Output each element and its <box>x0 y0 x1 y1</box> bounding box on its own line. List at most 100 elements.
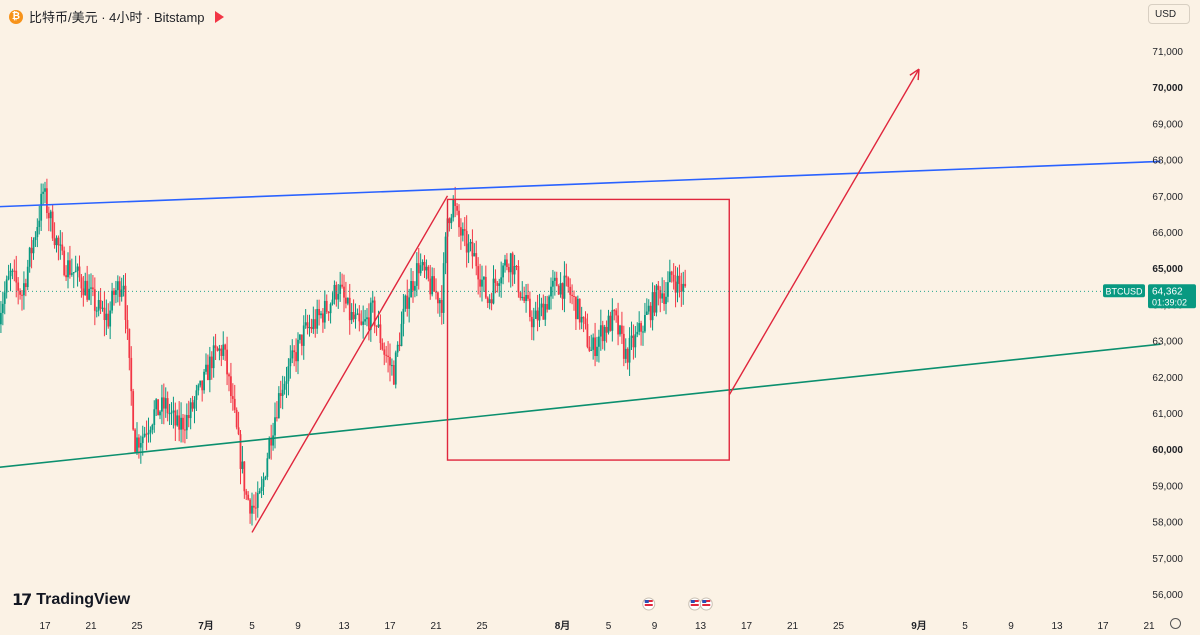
x-tick-label: 5 <box>962 621 968 632</box>
candle-body <box>322 313 324 323</box>
candle-body <box>375 325 378 327</box>
candle-body <box>392 365 395 385</box>
candle-body <box>178 415 181 430</box>
candle-body <box>611 310 614 331</box>
candle-body <box>546 304 549 310</box>
candle-body <box>433 276 435 292</box>
y-tick-label: 61,000 <box>1152 409 1183 420</box>
candle-body <box>193 399 196 409</box>
y-tick-label: 60,000 <box>1152 445 1183 456</box>
candle-body <box>427 266 430 279</box>
candle-body <box>542 303 545 320</box>
resistance-trendline[interactable] <box>0 160 1161 208</box>
x-tick-label: 17 <box>1097 621 1109 632</box>
candle-body <box>348 297 351 321</box>
rally-line[interactable] <box>251 195 449 533</box>
y-tick-label: 65,000 <box>1152 264 1183 275</box>
candle-body <box>383 349 386 355</box>
candle-body <box>588 346 591 351</box>
candle-body <box>431 276 434 295</box>
candle-body <box>15 270 18 283</box>
candle-body <box>377 324 380 327</box>
candle-body <box>517 266 520 293</box>
candle-body <box>465 230 468 253</box>
support-trendline[interactable] <box>0 343 1161 468</box>
candle-body <box>676 275 679 293</box>
candle-body <box>266 458 269 477</box>
candle-body <box>189 402 192 419</box>
candle-body <box>529 298 531 317</box>
candle-body <box>53 238 56 246</box>
candle-body <box>609 315 612 331</box>
candle-body <box>70 273 73 275</box>
candle-body <box>207 364 209 380</box>
candle-body <box>270 438 273 446</box>
candle-body <box>182 417 184 430</box>
candle-body <box>674 281 677 293</box>
candle-body <box>630 335 633 338</box>
candle-body <box>356 313 359 315</box>
candle-body <box>237 427 240 435</box>
candle-body <box>59 244 62 246</box>
event-markers <box>642 597 713 611</box>
candle-body <box>515 265 518 267</box>
candle-body <box>680 283 683 292</box>
candle-body <box>496 282 499 286</box>
candle-body <box>437 292 439 304</box>
currency-selector[interactable]: USD <box>1148 4 1190 24</box>
candle-body <box>404 295 407 309</box>
candle-body <box>283 383 286 390</box>
candle-body <box>274 417 276 436</box>
candle-body <box>47 212 50 219</box>
candle-body <box>389 357 391 366</box>
candle-body <box>220 348 223 356</box>
candle-body <box>23 283 25 296</box>
candle-body <box>670 271 673 275</box>
candle-body <box>626 348 629 363</box>
candle-body <box>147 432 150 435</box>
candle-body <box>111 290 113 311</box>
candle-body <box>57 237 60 246</box>
candle-body <box>667 282 669 297</box>
candle-body <box>141 436 144 444</box>
bitcoin-icon: ₿ <box>9 9 23 24</box>
chart-header: ₿ 比特币/美元 · 4小时 · Bitstamp <box>9 7 224 26</box>
candle-body <box>78 266 81 278</box>
candle-body <box>467 243 470 253</box>
candle-body <box>124 285 127 320</box>
candle-body <box>559 283 562 295</box>
candle-body <box>371 300 374 303</box>
candle-body <box>536 310 539 321</box>
candle-body <box>682 283 685 292</box>
candle-body <box>293 350 296 353</box>
gear-icon[interactable] <box>1170 618 1181 629</box>
candle-body <box>561 283 564 299</box>
candle-body <box>130 357 133 392</box>
candle-body <box>126 319 129 329</box>
candle-body <box>277 393 280 419</box>
candle-body <box>157 399 159 416</box>
flag-icon[interactable] <box>214 10 224 23</box>
consolidation-box[interactable] <box>446 198 730 461</box>
candle-body <box>644 314 646 332</box>
candle-body <box>636 331 639 335</box>
projection-arrow[interactable] <box>728 68 920 396</box>
candle-body <box>38 220 41 227</box>
candle-body <box>42 191 44 194</box>
candle-body <box>655 285 658 313</box>
candle-body <box>262 478 265 487</box>
us-flag-event-icon[interactable] <box>699 597 713 611</box>
candle-body <box>243 461 246 492</box>
tradingview-logo[interactable]: 𝟭𝟳 TradingView <box>12 590 130 610</box>
y-tick-label: 58,000 <box>1152 518 1183 529</box>
us-flag-event-icon[interactable] <box>642 597 656 611</box>
symbol-title[interactable]: 比特币/美元 · 4小时 · Bitstamp <box>29 10 205 25</box>
candle-body <box>567 277 570 287</box>
us-flag-event-icon[interactable] <box>688 597 702 611</box>
y-tick-label: 69,000 <box>1152 119 1183 130</box>
candle-body <box>621 325 623 334</box>
candle-body <box>168 413 171 415</box>
candle-body <box>576 298 579 320</box>
